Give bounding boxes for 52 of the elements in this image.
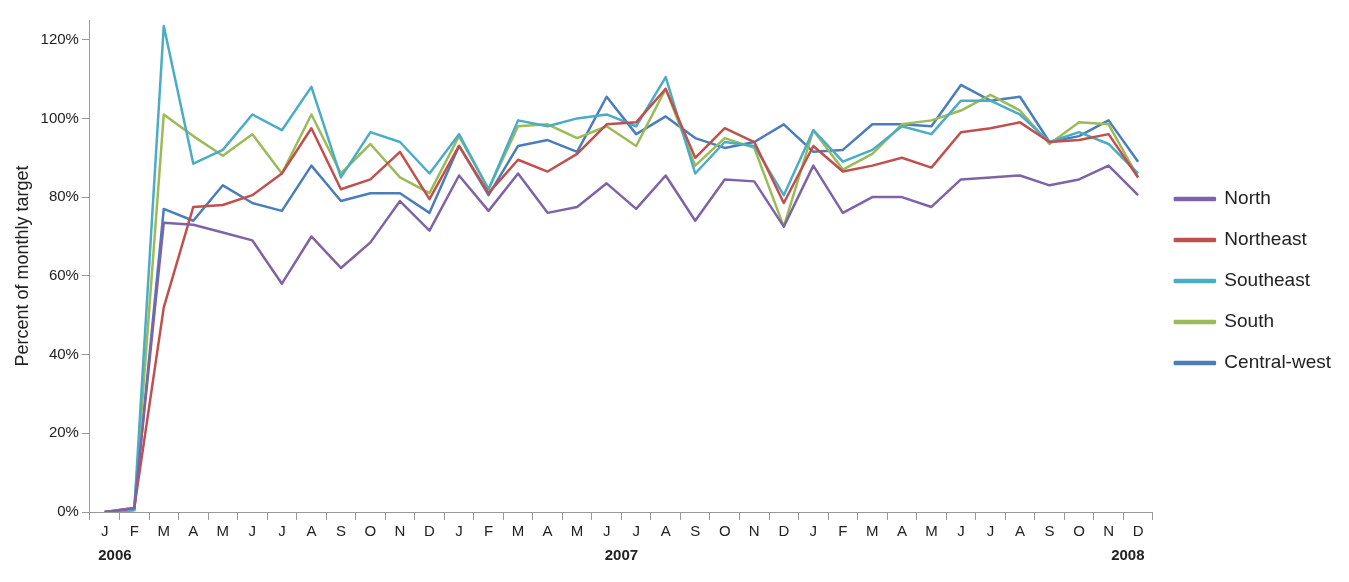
y-tick-label: 40%: [48, 344, 79, 362]
x-tick-label: A: [896, 522, 907, 540]
x-tick-label: F: [483, 522, 494, 540]
y-tick-label: 120%: [40, 29, 79, 47]
x-tick-label: O: [718, 522, 731, 540]
x-tick-label: M: [216, 522, 230, 540]
legend-label: Central-west: [1224, 351, 1332, 373]
x-tick-label: A: [188, 522, 199, 540]
x-tick-label: J: [455, 522, 463, 540]
x-tick-label: S: [335, 522, 346, 540]
x-tick-label: M: [511, 522, 525, 540]
x-tick-label: N: [748, 522, 760, 540]
x-tick-label: N: [394, 522, 406, 540]
x-tick-label: M: [570, 522, 584, 540]
x-tick-label: A: [306, 522, 317, 540]
x-tick-label: A: [1014, 522, 1025, 540]
x-tick-label: S: [690, 522, 701, 540]
x-tick-label: N: [1103, 522, 1114, 540]
legend-label: South: [1224, 310, 1275, 332]
y-tick-label: 0%: [57, 502, 79, 520]
legend-label: Northeast: [1224, 228, 1308, 250]
x-tick-label: J: [809, 522, 818, 540]
x-tick-label: M: [866, 522, 879, 540]
y-tick-label: 100%: [40, 108, 79, 126]
x-tick-label: D: [778, 522, 790, 540]
x-tick-label: D: [424, 522, 436, 540]
x-tick-label: F: [129, 522, 139, 540]
x-tick-label: M: [925, 522, 938, 540]
x-tick-label: J: [957, 522, 965, 540]
y-axis-title: Percent of monthly target: [11, 165, 32, 367]
x-tick-label: A: [542, 522, 553, 540]
x-tick-label: J: [278, 522, 286, 540]
x-tick-label: O: [1073, 522, 1085, 540]
legend-label: Southeast: [1224, 269, 1311, 291]
legend-label: North: [1224, 187, 1271, 209]
x-tick-label: J: [632, 522, 640, 540]
y-tick-label: 20%: [48, 423, 79, 441]
x-tick-label: S: [1044, 522, 1055, 540]
x-tick-label: D: [1132, 522, 1144, 540]
x-tick-label: J: [248, 522, 257, 540]
text: 2006: [98, 545, 132, 563]
x-tick-label: A: [660, 522, 671, 540]
x-tick-label: J: [602, 522, 611, 540]
y-tick-label: 80%: [48, 187, 79, 205]
x-tick-label: J: [986, 522, 995, 540]
x-tick-label: M: [157, 522, 171, 540]
text: 2008: [1111, 545, 1145, 563]
y-tick-label: 60%: [48, 265, 79, 283]
text: 2007: [604, 545, 639, 563]
x-tick-label: F: [838, 522, 848, 540]
x-tick-label: J: [100, 522, 109, 540]
x-tick-label: O: [364, 522, 377, 540]
